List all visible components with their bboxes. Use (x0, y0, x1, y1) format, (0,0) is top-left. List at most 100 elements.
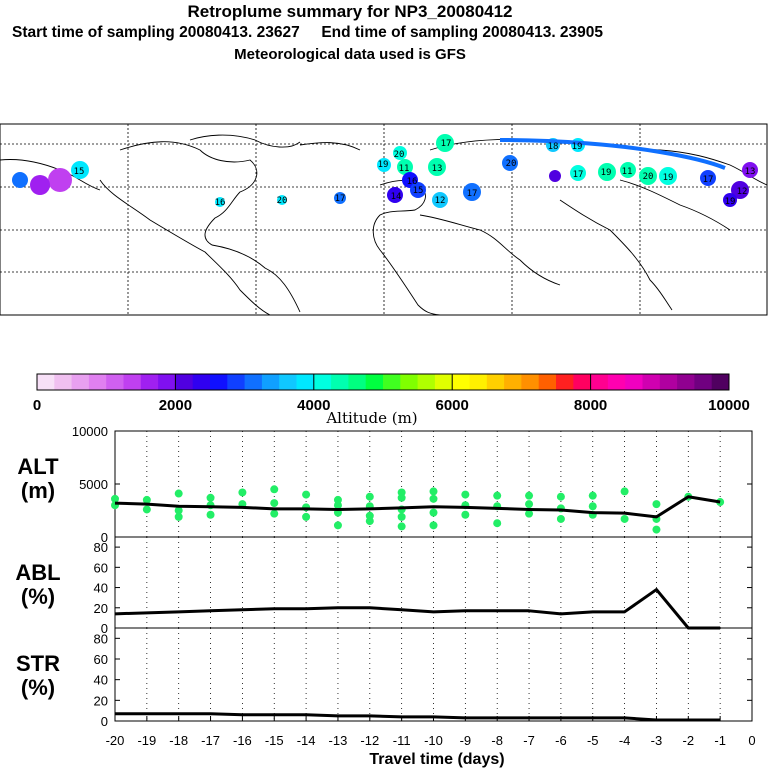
colorbar-swatch (123, 374, 142, 390)
colorbar-swatch (279, 374, 297, 390)
map-frame (0, 123, 768, 316)
colorbar-tick-label: 6000 (436, 397, 469, 414)
colorbar-swatch (556, 374, 574, 390)
colorbar-swatch (469, 374, 488, 390)
plume-marker (742, 162, 758, 178)
colorbar-swatch (261, 374, 280, 390)
colorbar-swatch (140, 374, 159, 390)
scatter-point (270, 485, 279, 494)
map-marker-label: 20 (643, 172, 654, 182)
map-marker-label: 17 (335, 194, 346, 204)
colorbar-tick-label: 10000 (708, 397, 750, 414)
met-data-note: Meteorological data used is GFS (234, 46, 466, 63)
y-tick-label: 20 (94, 693, 108, 708)
colorbar-swatch (244, 374, 263, 390)
map-marker-label: 19 (663, 173, 674, 183)
scatter-point (206, 493, 215, 502)
map-marker-label: 16 (407, 177, 418, 187)
map-marker-label: 18 (548, 142, 559, 152)
colorbar-swatch (192, 374, 211, 390)
map-marker-label: 14 (391, 192, 402, 202)
x-tick-label: -5 (587, 733, 599, 748)
scatter-point (270, 499, 279, 508)
plume-marker (48, 168, 72, 192)
plume-marker (334, 192, 346, 204)
x-axis-label: Travel time (days) (369, 751, 504, 768)
colorbar-swatch (348, 374, 367, 390)
panel-unit: (m) (21, 478, 55, 503)
scatter-point (365, 517, 374, 526)
map-marker-label: 19 (378, 160, 389, 170)
plume-marker (215, 197, 225, 207)
scatter-point (525, 500, 534, 509)
y-tick-label: 40 (94, 581, 108, 596)
x-tick-label: -14 (297, 733, 316, 748)
y-tick-label: 0 (101, 530, 108, 545)
plume-marker (502, 155, 518, 171)
plume-marker (620, 162, 636, 178)
scatter-point (174, 512, 183, 521)
x-tick-label: -7 (523, 733, 535, 748)
y-tick-label: 10000 (72, 424, 108, 439)
plume-marker (463, 183, 481, 201)
plume-marker (387, 187, 403, 203)
plume-marker (397, 159, 413, 175)
panel-unit: (%) (21, 584, 55, 609)
scatter-point (429, 487, 438, 496)
colorbar-tick-label: 4000 (297, 397, 330, 414)
map-marker-label: 17 (573, 170, 584, 180)
scatter-point (333, 521, 342, 530)
scatter-point (429, 508, 438, 517)
colorbar-swatch (313, 374, 332, 390)
plume-marker (393, 146, 407, 160)
scatter-point (493, 519, 502, 528)
scatter-point (556, 514, 565, 523)
colorbar-swatch (486, 374, 505, 390)
scatter-point (270, 509, 279, 518)
panel-unit: (%) (21, 675, 55, 700)
colorbar-swatch (607, 374, 626, 390)
colorbar-frame (36, 373, 730, 391)
colorbar-swatch (331, 374, 349, 390)
map-marker-label: 19 (601, 168, 612, 178)
colorbar-swatch (296, 374, 315, 390)
colorbar-swatch (590, 374, 609, 390)
scatter-point (333, 501, 342, 510)
x-tick-label: -16 (233, 733, 252, 748)
y-tick-label: 0 (101, 714, 108, 729)
colorbar-swatches (37, 374, 730, 390)
scatter-point (493, 491, 502, 500)
map-marker-label: 11 (622, 167, 633, 177)
series-line (114, 588, 721, 630)
scatter-point (620, 514, 629, 523)
time-series-panels: 0500010000ALT(m)020406080ABL(%)020406080… (15, 424, 753, 729)
scatter-point (238, 488, 247, 497)
colorbar-swatch (452, 374, 470, 390)
map-marker-label: 13 (745, 167, 756, 177)
map-marker-label: 12 (435, 196, 446, 206)
panel-label: STR (16, 651, 60, 676)
scatter-point (397, 493, 406, 502)
scatter-point (142, 495, 151, 504)
colorbar-label: Altitude (m) (325, 409, 417, 427)
sampling-times: Start time of sampling 20080413. 23627 E… (12, 24, 768, 42)
colorbar-swatch (573, 374, 592, 390)
plume-marker (549, 170, 561, 182)
series-line (115, 712, 721, 722)
scatter-point (397, 522, 406, 531)
y-tick-label: 0 (101, 621, 108, 636)
map-marker-label: 20 (277, 196, 288, 206)
scatter-point (652, 525, 661, 534)
colorbar-swatch (210, 374, 228, 390)
scatter-point (111, 494, 119, 503)
title-block: Retroplume summary for NP3_20080412 Star… (0, 2, 768, 72)
chart-title: Retroplume summary for NP3_20080412 (187, 2, 513, 21)
x-tick-label: 0 (748, 733, 755, 748)
panel-str: 0 20 40 60 80 STR(%) (16, 627, 753, 729)
colorbar-swatch (54, 374, 73, 390)
colorbar-tick-label: 8000 (574, 397, 607, 414)
x-tick-label: -19 (137, 733, 156, 748)
scatter-point (588, 502, 597, 511)
map-marker-label: 12 (737, 187, 748, 197)
map-marker-label: 17 (441, 139, 452, 149)
